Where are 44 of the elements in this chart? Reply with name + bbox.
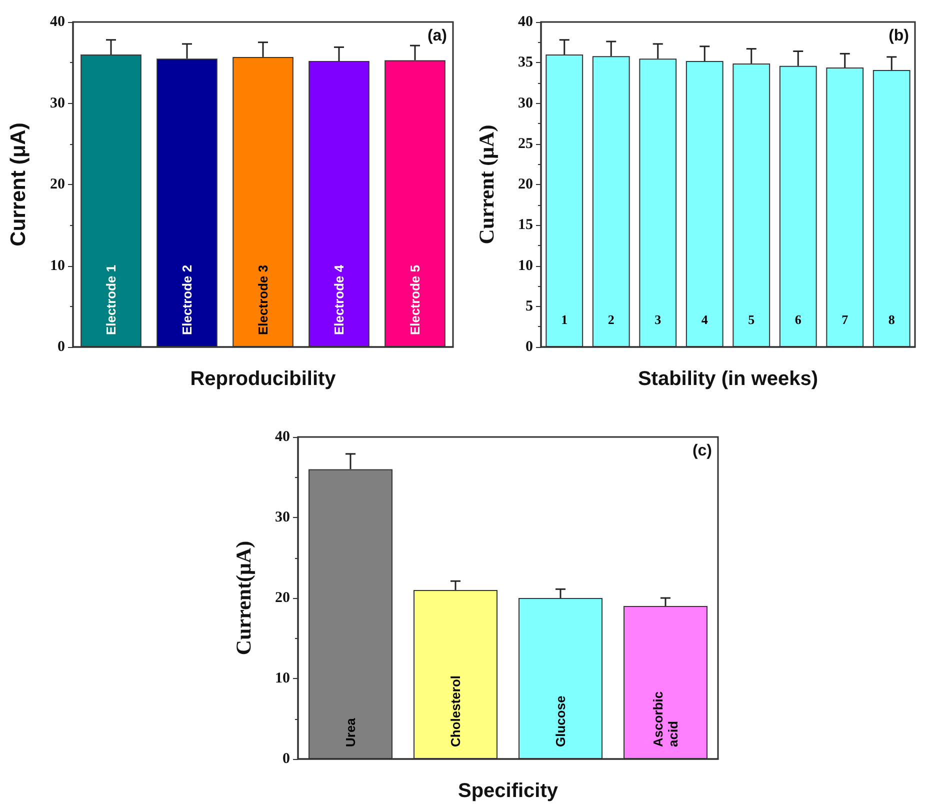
y-tick-label: 10 [275, 670, 290, 686]
x-tick-label: Electrode 1 [104, 264, 118, 335]
x-tick-label: 2 [608, 312, 614, 327]
x-tick-label: Cholesterol [448, 675, 463, 747]
y-axis-title: Current (μA) [7, 122, 30, 246]
x-tick-label: 7 [842, 312, 849, 327]
x-tick-label: 6 [794, 312, 802, 327]
x-tick-label: Electrode 5 [408, 264, 422, 335]
x-tick-label: 5 [748, 312, 756, 327]
y-tick-label: 10 [50, 258, 65, 274]
y-tick-label: 30 [275, 510, 290, 526]
y-tick-label: 10 [518, 258, 533, 274]
x-tick-label: 8 [888, 312, 896, 327]
x-tick-label: Glucose [553, 696, 568, 747]
y-tick-label: 40 [518, 14, 533, 30]
y-tick-label: 30 [518, 95, 533, 112]
annotation: (b) [888, 28, 910, 44]
y-tick-label: 15 [518, 217, 533, 234]
annotation: (a) [427, 28, 448, 44]
y-tick-label: 20 [50, 176, 65, 192]
y-tick-label: 0 [282, 751, 290, 767]
x-axis-title: Reproducibility [190, 368, 337, 390]
y-tick-label: 40 [275, 429, 290, 445]
y-tick-label: 0 [526, 339, 533, 355]
annotation: (c) [692, 442, 712, 460]
y-tick-label: 20 [518, 176, 533, 192]
y-axis-title: Current (μA) [474, 124, 498, 244]
x-tick-label: Urea [343, 717, 358, 747]
x-tick-label: Ascorbic acid [650, 691, 680, 747]
x-tick-label: Electrode 4 [332, 264, 346, 335]
x-tick-label: 4 [701, 312, 708, 327]
y-tick-label: 40 [50, 14, 65, 30]
y-tick-label: 0 [58, 339, 65, 355]
y-tick-label: 35 [518, 54, 533, 71]
y-tick-label: 20 [275, 590, 290, 606]
x-tick-label: Electrode 3 [256, 264, 270, 335]
y-tick-label: 30 [50, 95, 65, 112]
x-axis-title: Specificity [458, 780, 559, 802]
x-tick-label: Electrode 2 [180, 264, 194, 335]
y-axis-title: Current(μA) [232, 540, 256, 656]
x-axis-title: Stability (in weeks) [638, 368, 818, 390]
y-tick-label: 25 [518, 136, 533, 152]
x-tick-label: 1 [561, 312, 568, 327]
x-tick-label: 3 [654, 312, 662, 327]
